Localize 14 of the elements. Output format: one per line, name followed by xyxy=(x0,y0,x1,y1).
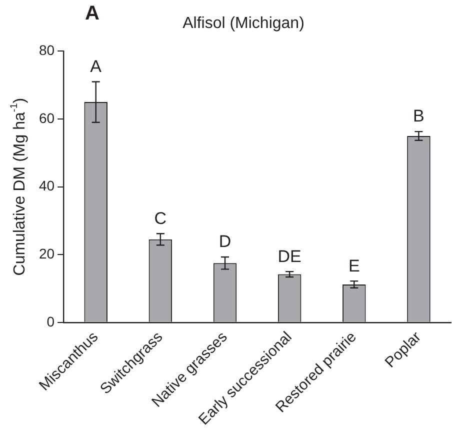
y-tick-label: 60 xyxy=(38,110,55,126)
y-tick-label: 20 xyxy=(38,245,55,262)
annotation: DE xyxy=(278,246,302,266)
annotation: E xyxy=(348,256,360,276)
y-tick-label: 80 xyxy=(38,42,55,58)
y-tick-label: 40 xyxy=(38,178,55,194)
annotation: A xyxy=(90,56,102,76)
annotation: C xyxy=(154,208,167,228)
y-tick-label: 0 xyxy=(46,313,55,330)
y-axis-title: Cumulative DM (Mg ha-1) xyxy=(8,98,28,276)
annotation: D xyxy=(218,232,232,252)
text: A xyxy=(85,2,100,25)
chart-title: Alfisol (Michigan) xyxy=(182,15,304,32)
annotation: B xyxy=(413,106,424,126)
